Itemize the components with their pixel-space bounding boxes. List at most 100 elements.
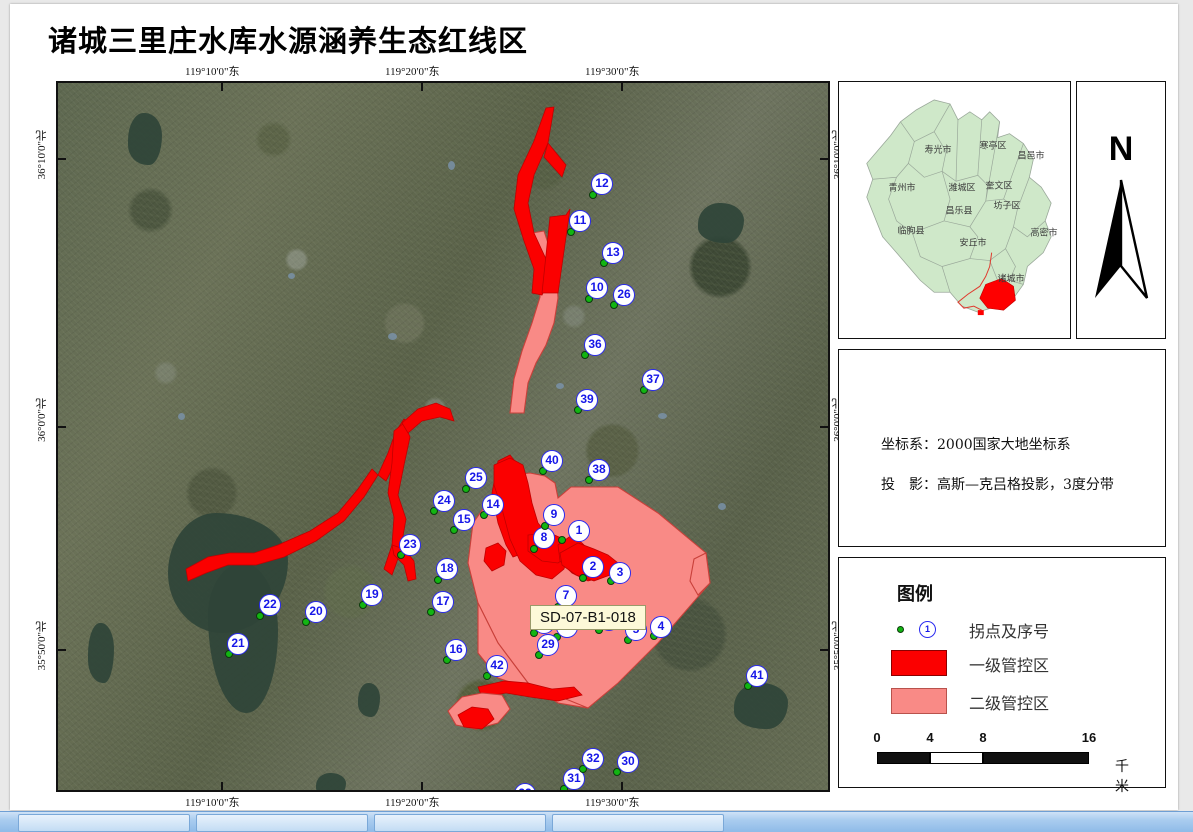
lon-label-top-11910: 119°10'0"东 <box>185 66 240 78</box>
vertex-number-11[interactable]: 11 <box>569 210 591 232</box>
scale-tick-8: 8 <box>979 730 987 745</box>
vertex-number-13[interactable]: 13 <box>602 242 624 264</box>
map-frame[interactable]: 1234567891011121314151617181920212223242… <box>56 81 830 792</box>
projection-info-panel: 坐标系：2000国家大地坐标系 投 影：高斯—克吕格投影，3度分带 <box>838 349 1166 547</box>
vertex-dot-22[interactable] <box>256 612 264 620</box>
taskbar-item-4[interactable] <box>552 814 724 832</box>
vertex-number-23[interactable]: 23 <box>399 534 421 556</box>
vertex-dot-24[interactable] <box>430 507 438 515</box>
vertex-number-37[interactable]: 37 <box>642 369 664 391</box>
vertex-number-3[interactable]: 3 <box>609 562 631 584</box>
lon-label-top-11930: 119°30'0"东 <box>585 66 640 78</box>
vertex-number-7[interactable]: 7 <box>555 585 577 607</box>
taskbar-item-1[interactable] <box>18 814 190 832</box>
legend-swatch-zone1 <box>891 650 947 676</box>
vertex-number-17[interactable]: 17 <box>432 591 454 613</box>
scale-tick-0: 0 <box>873 730 881 745</box>
legend-panel: 图例 1 拐点及序号 一级管控区 二级管控区 0 4 8 16 千米 <box>838 557 1166 795</box>
vertex-dot-38[interactable] <box>585 476 593 484</box>
vertex-dot-17[interactable] <box>427 608 435 616</box>
vertex-number-40[interactable]: 40 <box>541 450 563 472</box>
taskbar[interactable] <box>0 811 1193 832</box>
lon-tick-11920 <box>421 782 423 790</box>
vertex-dot-2[interactable] <box>579 574 587 582</box>
zone1-south-tail-core <box>457 706 495 730</box>
vertex-number-18[interactable]: 18 <box>436 558 458 580</box>
legend-title: 图例 <box>897 584 933 605</box>
vertex-dot-25[interactable] <box>462 485 470 493</box>
zone1-small-blob <box>483 542 507 572</box>
lon-tick-t1 <box>221 83 223 91</box>
vertex-number-10[interactable]: 10 <box>586 277 608 299</box>
zone1-river-26 <box>541 208 571 294</box>
vertex-number-1[interactable]: 1 <box>568 520 590 542</box>
inset-county-label: 临朐县 <box>897 226 925 237</box>
vertex-number-38[interactable]: 38 <box>588 459 610 481</box>
lat-tick-3550 <box>58 649 66 651</box>
lat-label-3610: 36°10'0"北 <box>36 130 48 180</box>
taskbar-item-2[interactable] <box>196 814 368 832</box>
inset-county-label: 青州市 <box>888 183 916 194</box>
lon-tick-11930 <box>621 782 623 790</box>
vertex-number-9[interactable]: 9 <box>543 504 565 526</box>
vertex-number-14[interactable]: 14 <box>482 494 504 516</box>
lat-tick-r1 <box>820 158 828 160</box>
vertex-number-4[interactable]: 4 <box>650 616 672 638</box>
lon-tick-t3 <box>621 83 623 91</box>
vertex-dot-1[interactable] <box>558 536 566 544</box>
inset-locator-map[interactable]: 寿光市 寒亭区 昌邑市 青州市 潍城区 奎文区 坊子区 昌乐县 临朐县 安丘市 高密市 诸城市 <box>838 81 1071 339</box>
vertex-number-39[interactable]: 39 <box>576 389 598 411</box>
map-page: 诸城三里庄水库水源涵养生态红线区 <box>10 4 1178 810</box>
vertex-number-20[interactable]: 20 <box>305 601 327 623</box>
vertex-dot-32[interactable] <box>579 765 587 773</box>
vertex-dot-30[interactable] <box>613 768 621 776</box>
scale-seg-2 <box>930 752 983 764</box>
inset-river-line <box>957 252 993 311</box>
vertex-number-30[interactable]: 30 <box>617 751 639 773</box>
vertex-number-41[interactable]: 41 <box>746 665 768 687</box>
lon-tick-t2 <box>421 83 423 91</box>
inset-county-label: 昌乐县 <box>945 206 973 217</box>
lat-tick-3600 <box>58 426 66 428</box>
taskbar-item-3[interactable] <box>374 814 546 832</box>
vertex-number-8[interactable]: 8 <box>533 527 555 549</box>
lat-tick-3610 <box>58 158 66 160</box>
vertex-dot-42[interactable] <box>483 672 491 680</box>
vertex-number-24[interactable]: 24 <box>433 490 455 512</box>
vertex-number-2[interactable]: 2 <box>582 556 604 578</box>
vertex-number-32[interactable]: 32 <box>582 748 604 770</box>
north-arrow-icon <box>1095 179 1149 299</box>
vertex-number-36[interactable]: 36 <box>584 334 606 356</box>
polygon-code-label: SD-07-B1-018 <box>530 605 646 630</box>
vertex-number-26[interactable]: 26 <box>613 284 635 306</box>
vertex-number-15[interactable]: 15 <box>453 509 475 531</box>
vertex-number-25[interactable]: 25 <box>465 467 487 489</box>
inset-county-label: 寒亭区 <box>979 141 1007 152</box>
vertex-number-22[interactable]: 22 <box>259 594 281 616</box>
vertex-dot-20[interactable] <box>302 618 310 626</box>
vertex-number-16[interactable]: 16 <box>445 639 467 661</box>
page-title: 诸城三里庄水库水源涵养生态红线区 <box>48 24 529 58</box>
vertex-dot-36[interactable] <box>581 351 589 359</box>
scale-seg-1 <box>877 752 930 764</box>
zone2-east-tip <box>689 552 711 596</box>
vertex-number-31[interactable]: 31 <box>563 768 585 790</box>
inset-county-label: 奎文区 <box>985 181 1013 192</box>
vertex-dot-15[interactable] <box>450 526 458 534</box>
vertex-dot-26[interactable] <box>610 301 618 309</box>
vertex-number-29[interactable]: 29 <box>537 634 559 656</box>
zone1-river-branch13 <box>543 142 567 178</box>
projection-line: 投 影：高斯—克吕格投影，3度分带 <box>881 477 1114 493</box>
vertex-number-12[interactable]: 12 <box>591 173 613 195</box>
legend-vertex-number-icon: 1 <box>919 621 936 638</box>
inset-river-tip <box>977 310 984 316</box>
coordinate-system-line: 坐标系：2000国家大地坐标系 <box>881 437 1071 453</box>
inset-county-label: 潍城区 <box>948 183 976 194</box>
vertex-number-42[interactable]: 42 <box>486 655 508 677</box>
vertex-number-19[interactable]: 19 <box>361 584 383 606</box>
vertex-number-21[interactable]: 21 <box>227 633 249 655</box>
scale-seg-3 <box>983 752 1089 764</box>
inset-county-label: 诸城市 <box>997 274 1025 285</box>
vertex-dot-8[interactable] <box>530 545 538 553</box>
zone1-river-west <box>185 468 379 582</box>
